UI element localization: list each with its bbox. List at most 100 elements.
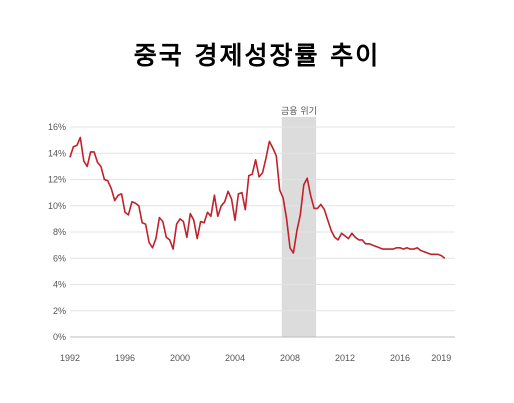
chart-title: 중국 경제성장률 추이 bbox=[133, 41, 381, 70]
data-point bbox=[73, 146, 74, 148]
data-point bbox=[234, 219, 236, 221]
data-point bbox=[423, 251, 425, 253]
data-point bbox=[420, 249, 422, 251]
data-point bbox=[117, 194, 119, 196]
data-point bbox=[93, 151, 95, 153]
data-point bbox=[131, 201, 133, 203]
shaded-region-label: 금융 위기 bbox=[281, 106, 317, 117]
data-point bbox=[337, 239, 339, 241]
data-point bbox=[238, 193, 239, 195]
data-point bbox=[128, 214, 129, 216]
data-point bbox=[155, 238, 157, 239]
data-point bbox=[220, 205, 222, 207]
data-point bbox=[323, 209, 325, 211]
data-point bbox=[86, 165, 88, 167]
data-point bbox=[399, 247, 401, 249]
data-point bbox=[169, 239, 171, 241]
data-point bbox=[145, 223, 147, 225]
data-point bbox=[241, 192, 243, 194]
data-point bbox=[348, 238, 349, 239]
data-point bbox=[317, 207, 318, 209]
data-point bbox=[416, 247, 418, 249]
series-line bbox=[69, 136, 446, 259]
data-point bbox=[148, 242, 150, 243]
data-point bbox=[69, 156, 71, 158]
data-point bbox=[286, 218, 287, 220]
data-point bbox=[83, 160, 85, 162]
data-point bbox=[227, 190, 229, 192]
data-point bbox=[76, 144, 78, 146]
data-point bbox=[296, 230, 298, 232]
data-point bbox=[110, 188, 112, 190]
data-point bbox=[100, 165, 102, 167]
data-point bbox=[358, 239, 360, 241]
data-point bbox=[282, 197, 284, 199]
data-point bbox=[444, 257, 446, 259]
x-tick-label: 2016 bbox=[390, 353, 410, 363]
data-point bbox=[200, 221, 202, 222]
data-point bbox=[303, 184, 305, 186]
data-point bbox=[107, 180, 109, 182]
data-point bbox=[320, 204, 322, 205]
data-point bbox=[440, 255, 442, 257]
data-point bbox=[341, 232, 342, 234]
data-point bbox=[121, 193, 122, 195]
data-point bbox=[279, 189, 281, 191]
data-point bbox=[203, 222, 205, 224]
data-point bbox=[385, 248, 387, 250]
data-point bbox=[334, 236, 336, 238]
data-point bbox=[262, 172, 263, 174]
data-point bbox=[344, 235, 346, 237]
data-point bbox=[158, 217, 160, 218]
data-point bbox=[258, 176, 260, 178]
data-point bbox=[375, 246, 377, 247]
data-point bbox=[289, 247, 291, 249]
data-point bbox=[90, 151, 92, 153]
data-point bbox=[330, 230, 332, 232]
data-point bbox=[310, 194, 312, 196]
data-point bbox=[152, 247, 153, 249]
data-point bbox=[365, 243, 367, 245]
data-point bbox=[313, 207, 315, 209]
data-point bbox=[248, 175, 250, 176]
data-point bbox=[231, 198, 232, 200]
y-tick-label: 0% bbox=[53, 332, 66, 342]
data-point bbox=[186, 236, 188, 238]
data-point bbox=[382, 248, 384, 250]
data-point bbox=[430, 253, 432, 255]
data-point bbox=[183, 221, 184, 222]
y-tick-label: 16% bbox=[48, 122, 66, 132]
x-tick-label: 1992 bbox=[60, 353, 80, 363]
x-tick-label: 2012 bbox=[335, 353, 355, 363]
data-point bbox=[189, 213, 191, 215]
x-tick-label: 1996 bbox=[115, 353, 135, 363]
data-point bbox=[255, 159, 257, 161]
data-point bbox=[210, 215, 212, 217]
data-point bbox=[413, 248, 415, 250]
data-point bbox=[193, 219, 195, 221]
data-point bbox=[172, 248, 174, 250]
data-point bbox=[217, 215, 219, 217]
x-tick-label: 2008 bbox=[280, 353, 300, 363]
data-point bbox=[275, 155, 277, 157]
data-point bbox=[403, 248, 404, 250]
data-point bbox=[293, 252, 294, 254]
data-point bbox=[372, 244, 373, 246]
data-point bbox=[437, 253, 439, 255]
data-point bbox=[272, 147, 274, 149]
data-point bbox=[97, 162, 98, 163]
y-tick-label: 12% bbox=[48, 175, 66, 185]
data-point bbox=[79, 137, 81, 138]
y-tick-label: 8% bbox=[53, 227, 66, 237]
data-point bbox=[244, 209, 246, 211]
data-point bbox=[396, 247, 397, 249]
data-point bbox=[162, 221, 164, 222]
data-point bbox=[176, 223, 177, 225]
data-point bbox=[392, 248, 394, 250]
data-point bbox=[103, 179, 105, 180]
data-point bbox=[361, 239, 363, 241]
y-tick-label: 4% bbox=[53, 280, 66, 290]
data-point bbox=[165, 236, 167, 238]
y-tick-label: 2% bbox=[53, 306, 66, 316]
